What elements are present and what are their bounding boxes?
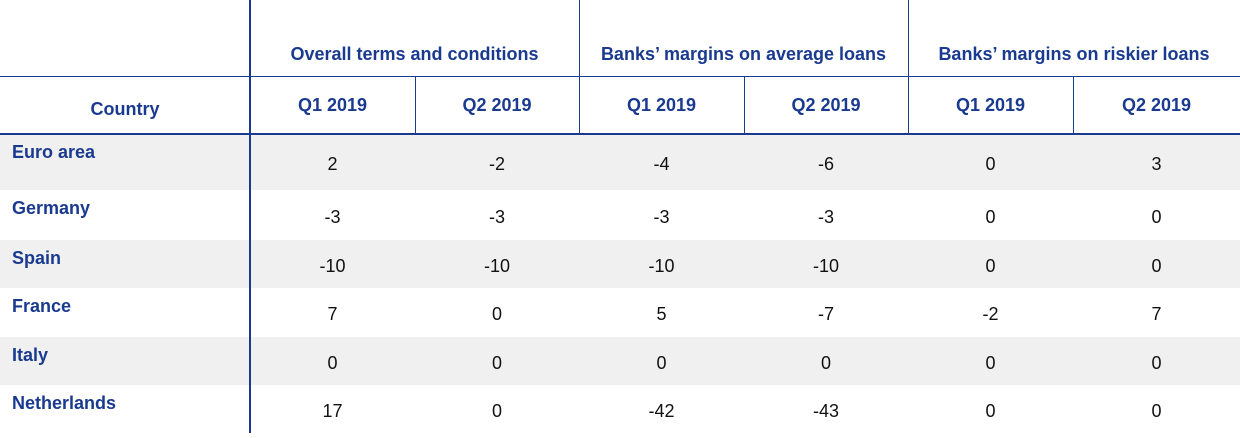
corner-header: Country bbox=[90, 99, 160, 119]
cell-value: -10 bbox=[483, 255, 510, 276]
row-label: Spain bbox=[12, 248, 62, 268]
cell-value: 0 bbox=[1151, 352, 1162, 373]
rule bbox=[415, 76, 416, 134]
column-header: Q1 2019 bbox=[297, 95, 368, 115]
cell-value: 0 bbox=[985, 352, 996, 373]
cell-value: -3 bbox=[324, 206, 341, 227]
row-label: Netherlands bbox=[12, 393, 117, 413]
column-header: Q1 2019 bbox=[626, 95, 697, 115]
cell-value: 7 bbox=[327, 304, 338, 324]
cell-value: 0 bbox=[491, 400, 502, 421]
cell-value: -43 bbox=[812, 400, 839, 421]
cell-value: 5 bbox=[656, 304, 667, 324]
cell-value: -7 bbox=[817, 304, 834, 324]
cell-value: 0 bbox=[327, 352, 338, 373]
row-label: France bbox=[12, 296, 72, 316]
cell-value: -2 bbox=[488, 153, 505, 174]
rule bbox=[0, 133, 1240, 135]
cell-value: 0 bbox=[985, 255, 996, 276]
cell-value: -10 bbox=[648, 255, 675, 276]
cell-value: 0 bbox=[820, 352, 831, 373]
group-header: Overall terms and conditions bbox=[290, 44, 539, 64]
cell-value: 0 bbox=[985, 400, 996, 421]
group-header: Banks’ margins on riskier loans bbox=[938, 44, 1210, 64]
column-header: Q2 2019 bbox=[1121, 95, 1192, 115]
cell-value: 0 bbox=[985, 153, 996, 174]
rule bbox=[744, 76, 745, 134]
row-shade bbox=[0, 337, 1240, 385]
column-header: Q2 2019 bbox=[791, 95, 861, 115]
cell-value: -3 bbox=[488, 206, 505, 227]
cell-value: 3 bbox=[1151, 153, 1162, 174]
cell-value: -10 bbox=[319, 255, 346, 276]
cell-value: 0 bbox=[656, 352, 667, 373]
cell-value: -4 bbox=[653, 153, 670, 174]
cell-value: 0 bbox=[491, 304, 502, 324]
rule bbox=[908, 0, 909, 134]
cell-value: -6 bbox=[817, 153, 834, 174]
row-shade bbox=[0, 134, 1240, 190]
row-label: Germany bbox=[12, 198, 91, 218]
column-header: Q2 2019 bbox=[462, 95, 532, 115]
group-header: Banks’ margins on average loans bbox=[600, 44, 887, 64]
cell-value: 0 bbox=[1151, 206, 1162, 227]
row-label: Euro area bbox=[12, 142, 96, 162]
cell-value: -42 bbox=[648, 400, 675, 421]
cell-value: -3 bbox=[653, 206, 670, 227]
cell-value: 0 bbox=[1151, 255, 1162, 276]
cell-value: 0 bbox=[1151, 400, 1162, 421]
row-shade bbox=[0, 240, 1240, 288]
rule bbox=[249, 0, 251, 433]
cell-value: 0 bbox=[985, 206, 996, 227]
cell-value: -2 bbox=[982, 304, 999, 324]
cell-value: 7 bbox=[1151, 304, 1162, 324]
row-label: Italy bbox=[12, 345, 49, 365]
rule bbox=[1073, 76, 1074, 134]
rule bbox=[579, 0, 580, 134]
cell-value: 2 bbox=[327, 153, 338, 174]
rule bbox=[0, 76, 1240, 77]
cell-value: 0 bbox=[491, 352, 502, 373]
cell-value: -3 bbox=[817, 206, 834, 227]
cell-value: 17 bbox=[322, 400, 343, 421]
column-header: Q1 2019 bbox=[955, 95, 1026, 115]
cell-value: -10 bbox=[812, 255, 839, 276]
